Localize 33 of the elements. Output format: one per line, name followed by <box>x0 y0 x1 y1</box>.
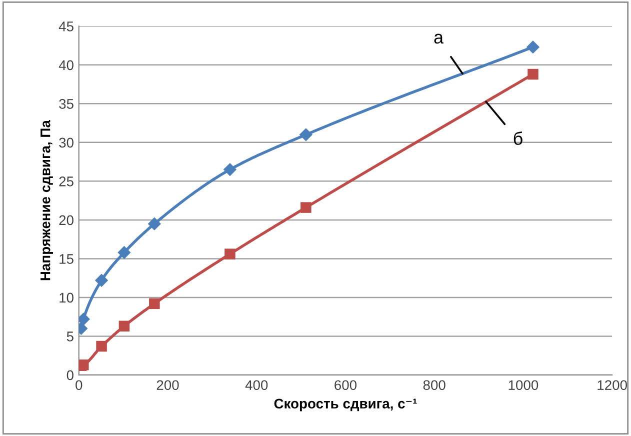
point <box>96 340 107 352</box>
y-tick-label: 25 <box>59 176 74 186</box>
point <box>526 40 540 54</box>
x-tick-label: 0 <box>76 380 82 390</box>
point <box>148 217 161 230</box>
y-tick-label: 35 <box>59 99 74 109</box>
point <box>223 162 237 176</box>
y-tick-label: 45 <box>58 22 74 32</box>
series-label: а <box>434 34 444 44</box>
y-tick-label: 40 <box>58 60 74 70</box>
point <box>299 128 313 142</box>
y-tick-label: 20 <box>59 215 74 226</box>
y-tick-label: 0 <box>66 370 74 380</box>
x-axis-title: Скорость сдвига, с⁻¹ <box>274 398 417 412</box>
point <box>94 274 108 287</box>
y-tick-label: 15 <box>60 254 74 264</box>
x-tick-label: 1000 <box>508 380 538 390</box>
x-tick-label: 600 <box>334 380 357 390</box>
y-tick-label: 10 <box>60 292 74 303</box>
point <box>118 320 130 332</box>
y-axis-title: Напряжение сдвига, Па <box>40 120 54 280</box>
text: б <box>514 131 522 145</box>
x-tick-label: 1200 <box>598 380 627 390</box>
point <box>528 68 538 80</box>
y-tick-label: 5 <box>66 332 74 342</box>
point <box>118 246 131 260</box>
point <box>224 248 236 260</box>
x-tick-label: 800 <box>423 380 446 390</box>
point <box>149 298 160 310</box>
point <box>300 202 312 213</box>
y-tick-label: 30 <box>59 138 74 148</box>
x-tick-label: 200 <box>156 380 179 390</box>
x-tick-label: 400 <box>245 380 268 390</box>
